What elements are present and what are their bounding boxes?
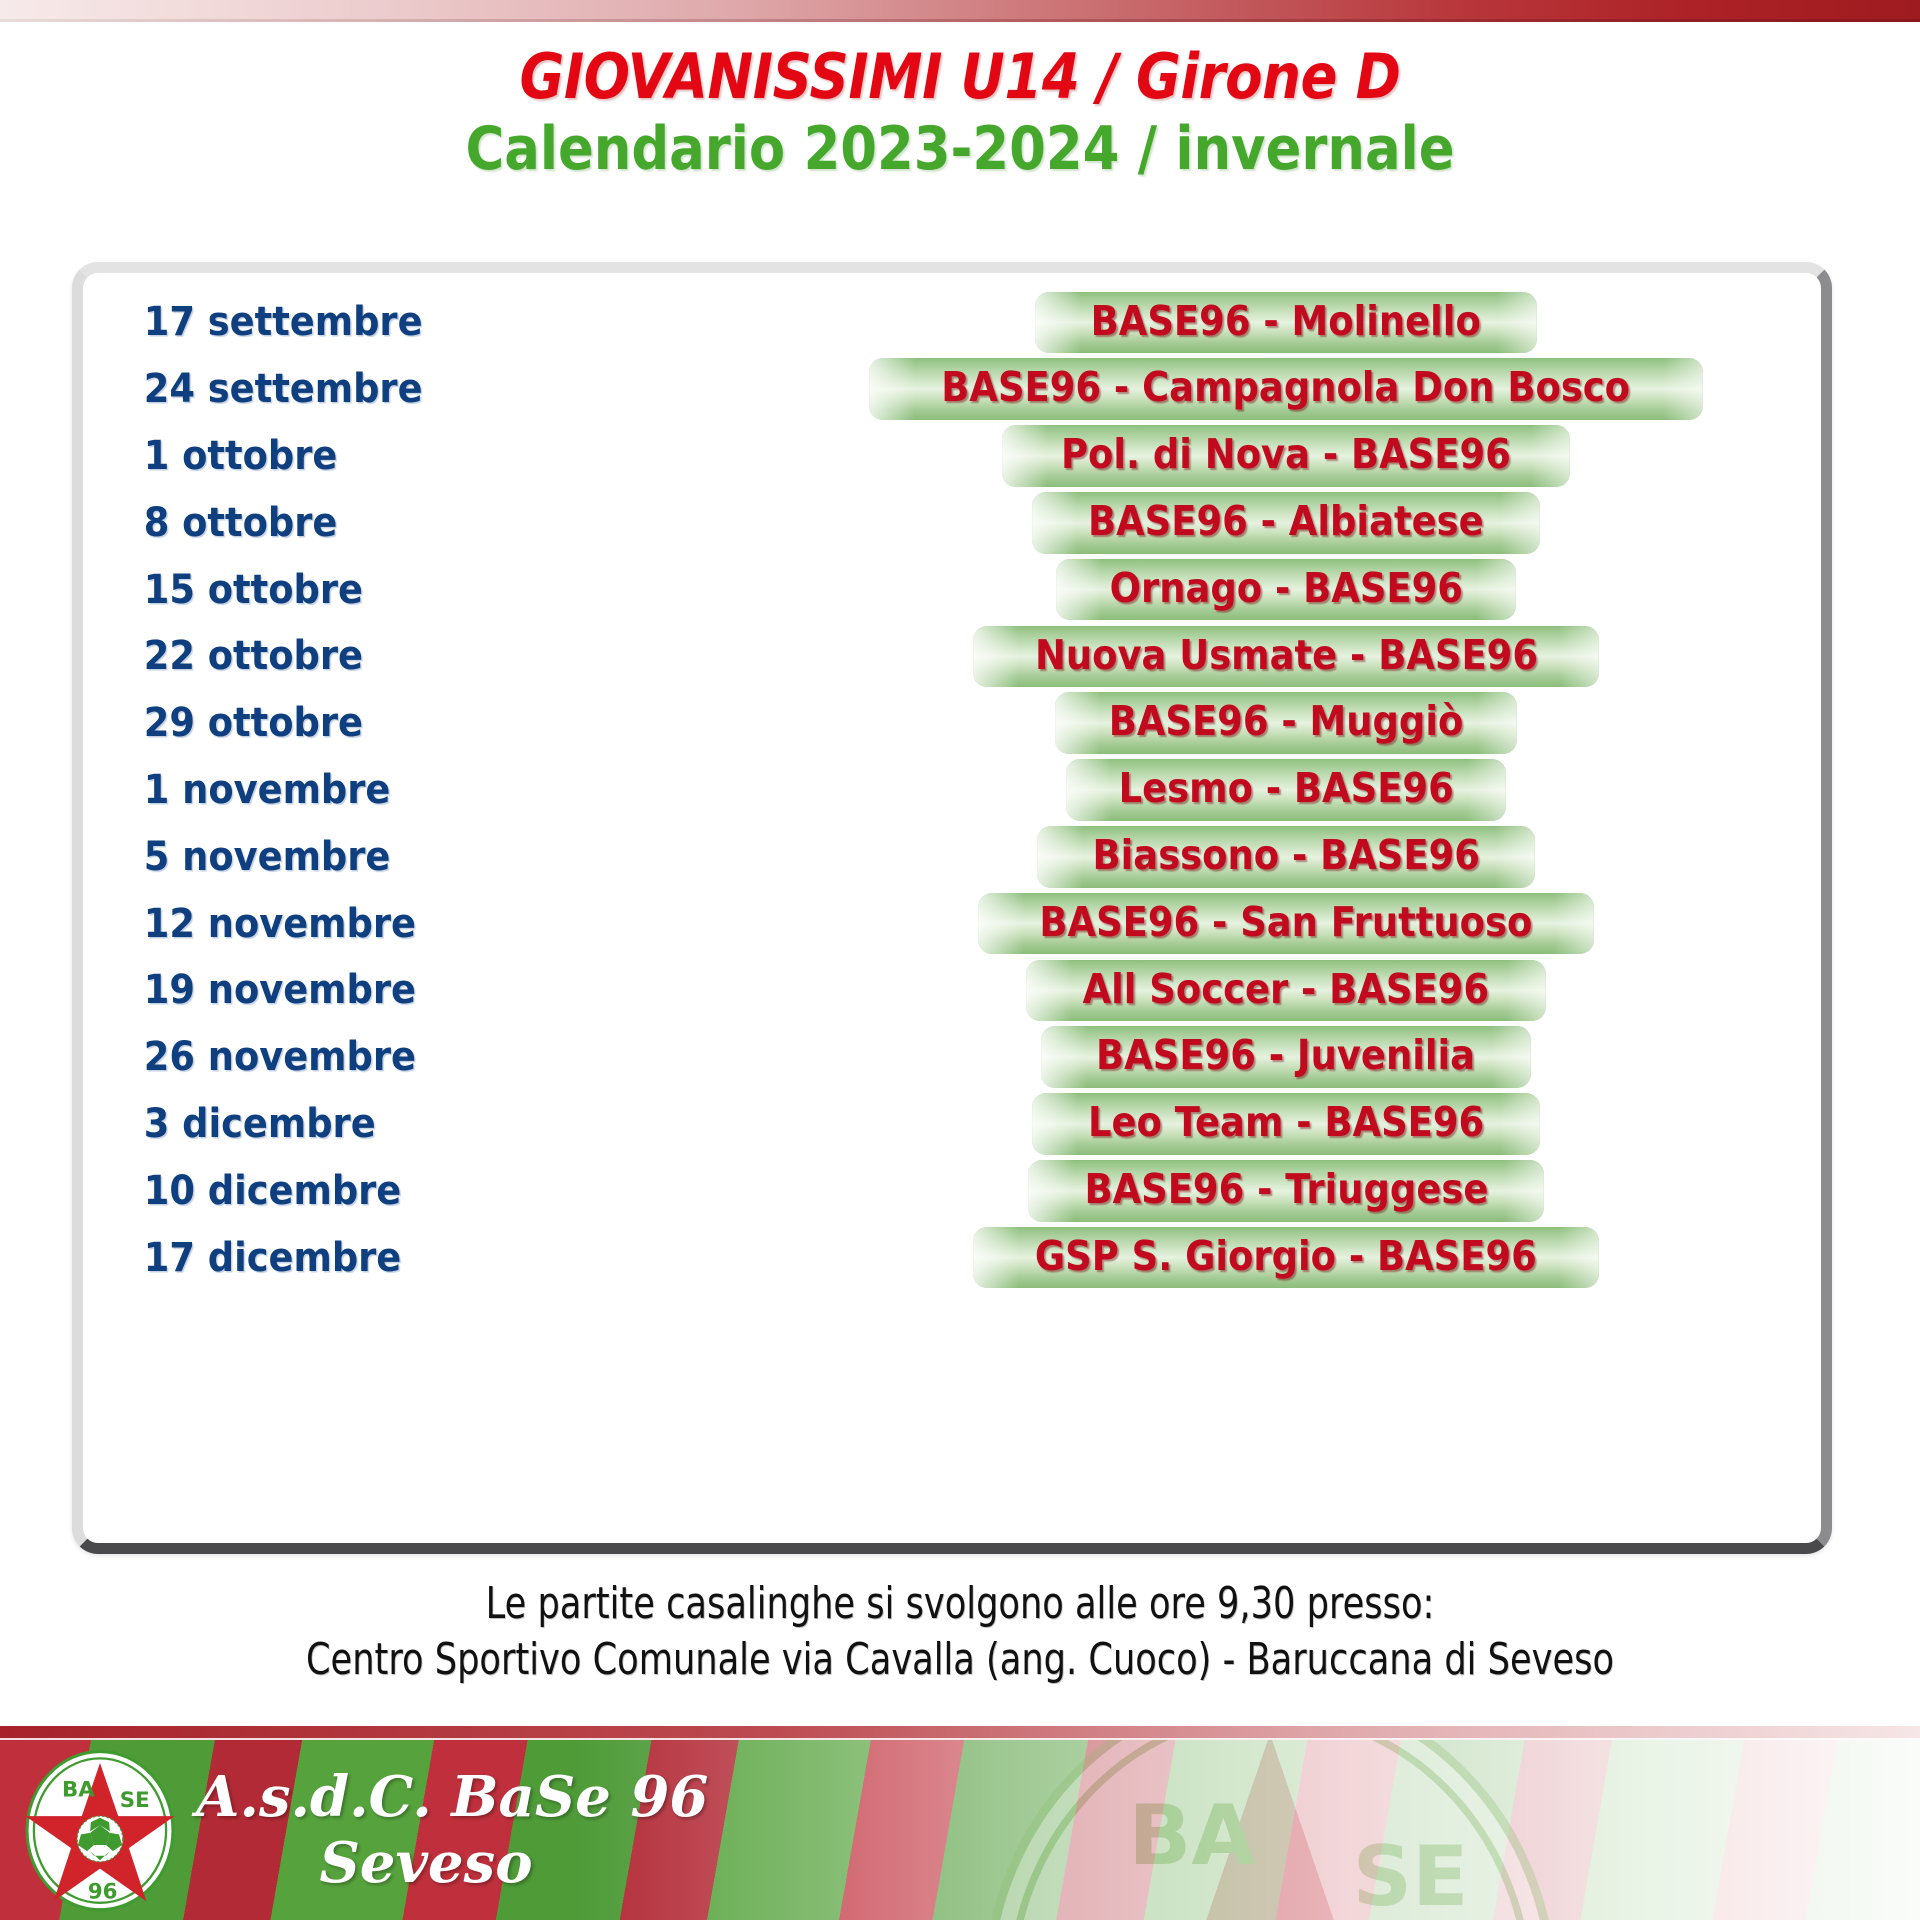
match-date: 5 novembre [143,833,391,880]
match-pill: BASE96 - Juvenilia [1041,1026,1531,1088]
match-label: Leo Team - BASE96 [1087,1098,1485,1147]
top-gradient-bar [0,0,1920,22]
schedule-row: 8 ottobre BASE96 - Albiatese [83,489,1821,556]
page-subtitle: Calendario 2023-2024 / invernale [465,114,1455,185]
match-date: 1 ottobre [143,432,338,479]
match-label: Pol. di Nova - BASE96 [1061,430,1511,479]
schedule-card: 17 settembre BASE96 - Molinello 24 settemb… [72,262,1832,1554]
match-pill: Lesmo - BASE96 [1065,759,1507,821]
match-pill: GSP S. Giorgio - BASE96 [973,1226,1599,1289]
match-label: BASE96 - Triuggese [1084,1164,1488,1213]
schedule-row: 5 novembre Biassono - BASE96 [83,823,1821,890]
match-date: 17 dicembre [143,1234,402,1281]
club-name: A.s.d.C. BaSe 96 Seveso [196,1764,709,1897]
match-pill-wrap: BASE96 - Muggiò [773,692,1821,754]
footer-fade-overlay [0,1726,1920,1920]
crest-left-text: BA [62,1777,95,1802]
footer-top-line [0,1726,1920,1740]
match-pill: BASE96 - Muggiò [1054,692,1518,754]
match-pill: Pol. di Nova - BASE96 [1002,425,1570,487]
schedule-row: 1 novembre Lesmo - BASE96 [83,757,1821,824]
venue-note: Le partite casalinghe si svolgono alle o… [0,1576,1920,1689]
match-date: 17 settembre [143,299,423,346]
match-pill: Leo Team - BASE96 [1031,1093,1541,1155]
match-pill-wrap: Ornago - BASE96 [773,558,1821,621]
match-label: BASE96 - Molinello [1090,296,1482,345]
match-label: BASE96 - Campagnola Don Bosco [941,363,1631,412]
match-pill-wrap: Lesmo - BASE96 [773,759,1821,821]
crest-bottom-text: 96 [88,1879,118,1904]
match-pill-wrap: GSP S. Giorgio - BASE96 [773,1226,1821,1289]
match-label: BASE96 - San Fruttuoso [1039,897,1533,946]
schedule-row: 17 dicembre GSP S. Giorgio - BASE96 [83,1224,1821,1291]
club-crest-watermark-icon: BA SE 96 [991,1726,1549,1920]
match-pill-wrap: Pol. di Nova - BASE96 [773,425,1821,487]
schedule-row: 1 ottobre Pol. di Nova - BASE96 [83,423,1821,490]
match-pill-wrap: Biassono - BASE96 [773,826,1821,888]
match-label: GSP S. Giorgio - BASE96 [1035,1231,1537,1280]
schedule-rows: 17 settembre BASE96 - Molinello 24 settemb… [83,289,1821,1291]
match-pill: BASE96 - Molinello [1035,291,1538,354]
match-date: 15 ottobre [143,566,363,613]
match-pill: BASE96 - Triuggese [1027,1159,1545,1222]
match-label: Biassono - BASE96 [1092,831,1480,879]
match-label: All Soccer - BASE96 [1082,964,1490,1013]
schedule-row: 15 ottobre Ornago - BASE96 [83,556,1821,623]
match-pill: Ornago - BASE96 [1055,558,1517,621]
match-pill-wrap: BASE96 - Campagnola Don Bosco [773,358,1821,420]
footer-bar: BA SE 96 BA SE 96 A.s.d.C. BaSe 96 Seves… [0,1726,1920,1920]
schedule-row: 12 novembre BASE96 - San Fruttuoso [83,890,1821,957]
match-pill-wrap: Leo Team - BASE96 [773,1093,1821,1155]
match-date: 12 novembre [143,900,416,947]
match-label: BASE96 - Juvenilia [1096,1031,1476,1080]
crest-right-text: SE [120,1788,150,1813]
svg-text:SE: SE [1353,1829,1469,1920]
club-crest-icon: BA SE 96 [25,1750,175,1912]
match-date: 26 novembre [143,1034,416,1081]
match-date: 1 novembre [143,766,391,813]
match-label: Lesmo - BASE96 [1118,764,1454,813]
match-label: BASE96 - Muggiò [1108,697,1464,746]
schedule-row: 10 dicembre BASE96 - Triuggese [83,1157,1821,1224]
schedule-row: 29 ottobre BASE96 - Muggiò [83,690,1821,757]
match-date: 3 dicembre [143,1100,376,1147]
venue-line-1: Le partite casalinghe si svolgono alle o… [485,1578,1435,1629]
match-pill: BASE96 - San Fruttuoso [978,892,1594,955]
match-pill: Biassono - BASE96 [1036,826,1536,888]
svg-text:BA: BA [1128,1788,1255,1884]
match-label: Ornago - BASE96 [1109,563,1463,612]
match-pill: BASE96 - Campagnola Don Bosco [869,358,1703,420]
schedule-row: 26 novembre BASE96 - Juvenilia [83,1024,1821,1091]
match-pill: BASE96 - Albiatese [1032,492,1540,554]
match-date: 29 ottobre [143,700,363,747]
match-label: BASE96 - Albiatese [1088,497,1484,546]
match-pill-wrap: BASE96 - Triuggese [773,1159,1821,1222]
match-date: 19 novembre [143,967,416,1014]
match-date: 24 settembre [143,366,423,413]
match-label: Nuova Usmate - BASE96 [1034,630,1538,679]
page-title: GIOVANISSIMI U14 / Girone D [519,40,1401,113]
header-titles: GIOVANISSIMI U14 / Girone D Calendario 2… [0,42,1920,185]
schedule-row: 17 settembre BASE96 - Molinello [83,289,1821,356]
venue-line-2: Centro Sportivo Comunale via Cavalla (an… [305,1634,1615,1686]
schedule-row: 19 novembre All Soccer - BASE96 [83,957,1821,1024]
match-date: 10 dicembre [143,1167,402,1214]
match-pill-wrap: BASE96 - Juvenilia [773,1026,1821,1088]
match-pill: All Soccer - BASE96 [1026,959,1546,1022]
club-name-line-1: A.s.d.C. BaSe 96 [196,1764,709,1830]
match-date: 22 ottobre [143,633,363,680]
schedule-row: 24 settembre BASE96 - Campagnola Don Bosc… [83,356,1821,423]
schedule-row: 22 ottobre Nuova Usmate - BASE96 [83,623,1821,690]
match-pill-wrap: All Soccer - BASE96 [773,959,1821,1022]
schedule-row: 3 dicembre Leo Team - BASE96 [83,1091,1821,1158]
match-date: 8 ottobre [143,499,338,546]
match-pill: Nuova Usmate - BASE96 [972,625,1600,688]
match-pill-wrap: BASE96 - Albiatese [773,492,1821,554]
match-pill-wrap: BASE96 - San Fruttuoso [773,892,1821,955]
club-name-line-2: Seveso [319,1830,533,1897]
match-pill-wrap: BASE96 - Molinello [773,291,1821,354]
match-pill-wrap: Nuova Usmate - BASE96 [773,625,1821,688]
